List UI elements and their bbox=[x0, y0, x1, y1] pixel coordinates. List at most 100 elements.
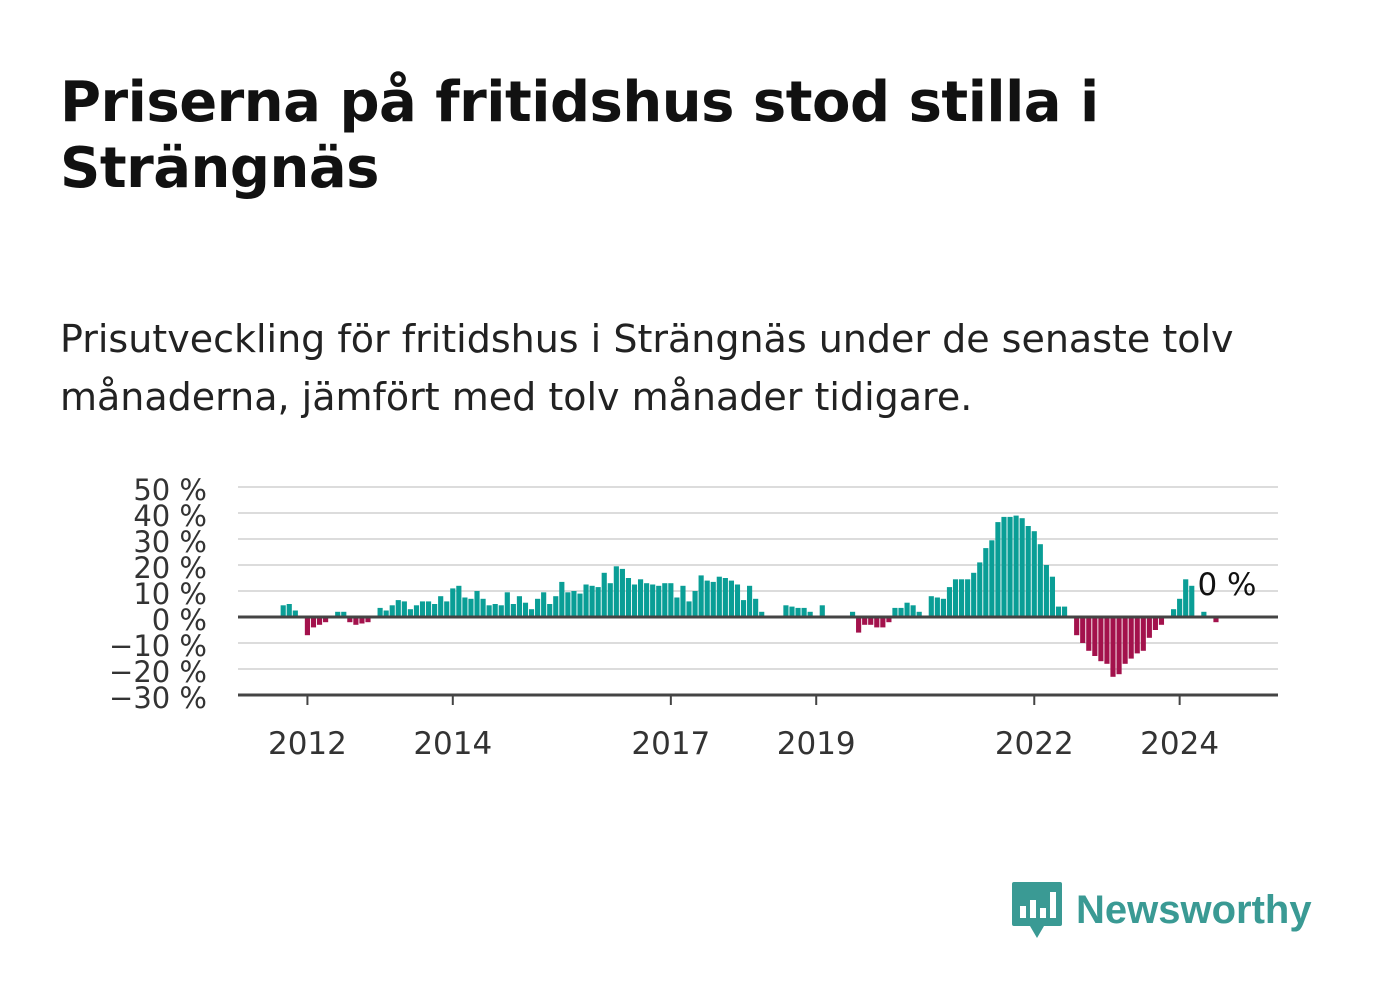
bar bbox=[650, 584, 656, 617]
bar bbox=[674, 597, 680, 617]
bar bbox=[662, 583, 668, 617]
bar bbox=[916, 611, 922, 617]
bar bbox=[1213, 617, 1219, 623]
bar bbox=[553, 596, 559, 617]
bar bbox=[589, 585, 595, 617]
bar bbox=[444, 601, 450, 617]
bar bbox=[819, 605, 825, 617]
bar bbox=[946, 587, 953, 617]
y-tick-label: 40 % bbox=[133, 499, 207, 533]
bar bbox=[407, 609, 413, 617]
bar bbox=[892, 607, 898, 617]
bar bbox=[438, 596, 444, 617]
bar bbox=[619, 568, 625, 617]
bar bbox=[1177, 598, 1183, 617]
bar bbox=[353, 617, 359, 625]
x-tick-label: 2024 bbox=[1140, 726, 1219, 762]
bar bbox=[1086, 617, 1092, 651]
bar bbox=[474, 591, 480, 617]
x-tick-label: 2017 bbox=[631, 726, 710, 762]
bar bbox=[323, 617, 329, 623]
bar bbox=[1201, 611, 1207, 617]
bar bbox=[880, 617, 886, 628]
bar bbox=[565, 592, 571, 617]
bar bbox=[625, 578, 632, 617]
bar bbox=[868, 617, 874, 625]
bar bbox=[1019, 518, 1025, 617]
bar bbox=[995, 522, 1001, 617]
bar bbox=[747, 585, 753, 617]
bar bbox=[686, 601, 692, 617]
bar bbox=[1013, 515, 1019, 617]
last-value-label: 0 % bbox=[1197, 567, 1256, 603]
bar bbox=[365, 617, 371, 623]
bar bbox=[1146, 617, 1152, 638]
newsworthy-logo: Newsworthy bbox=[1010, 878, 1312, 942]
bar bbox=[1074, 617, 1080, 636]
bars bbox=[280, 515, 1219, 677]
bar bbox=[510, 604, 516, 617]
bar bbox=[1158, 617, 1165, 625]
bar bbox=[977, 562, 983, 617]
bar bbox=[1098, 617, 1104, 662]
bar bbox=[1110, 617, 1116, 677]
y-tick-label: 20 % bbox=[133, 551, 207, 585]
bar bbox=[450, 588, 456, 617]
bar bbox=[335, 611, 341, 617]
bar bbox=[522, 602, 529, 617]
bar bbox=[280, 605, 286, 617]
bar bbox=[607, 583, 613, 617]
bar bbox=[1080, 617, 1086, 643]
bar bbox=[498, 605, 504, 617]
bar-chart-speech-bubble-icon bbox=[1012, 882, 1062, 938]
bar bbox=[904, 602, 910, 617]
logo-wordmark: Newsworthy bbox=[1076, 887, 1312, 932]
bar bbox=[547, 604, 553, 617]
bar bbox=[1001, 516, 1007, 617]
chart-title: Priserna på fritidshus stod stilla i Str… bbox=[60, 70, 1099, 201]
bar bbox=[1134, 617, 1140, 654]
bar bbox=[535, 598, 541, 617]
bar bbox=[874, 617, 880, 628]
bar bbox=[710, 581, 716, 617]
bar bbox=[722, 578, 728, 617]
bar bbox=[934, 597, 940, 617]
bar bbox=[419, 601, 426, 617]
bar bbox=[637, 579, 644, 617]
bar bbox=[341, 611, 347, 617]
y-tick-label: 50 % bbox=[133, 473, 207, 507]
bar bbox=[595, 587, 601, 617]
bar bbox=[395, 600, 401, 617]
bar bbox=[559, 581, 565, 617]
bar bbox=[601, 572, 607, 617]
bar bbox=[286, 604, 292, 617]
bar bbox=[728, 580, 734, 617]
bar bbox=[1140, 617, 1146, 651]
bar bbox=[862, 617, 868, 625]
bar bbox=[1171, 609, 1177, 617]
bar bbox=[504, 592, 510, 617]
x-tick-label: 2019 bbox=[777, 726, 856, 762]
y-tick-label: −30 % bbox=[109, 681, 207, 715]
bar bbox=[571, 591, 577, 617]
bar bbox=[425, 601, 432, 617]
bar bbox=[631, 584, 638, 617]
bar bbox=[644, 583, 650, 617]
y-tick-label: 30 % bbox=[133, 525, 207, 559]
bar bbox=[1061, 606, 1068, 617]
bar bbox=[1031, 531, 1037, 617]
bar bbox=[468, 598, 474, 617]
bar bbox=[952, 579, 959, 617]
bar bbox=[1122, 617, 1128, 664]
bar bbox=[1116, 617, 1122, 675]
y-tick-label: −10 % bbox=[109, 629, 207, 663]
bar bbox=[886, 617, 892, 623]
bar bbox=[359, 617, 365, 624]
bar-chart: 50 %40 %30 %20 %10 %0 %−10 %−20 %−30 %20… bbox=[109, 473, 1278, 762]
bar bbox=[704, 580, 710, 617]
bar bbox=[940, 598, 946, 617]
bar bbox=[347, 617, 353, 623]
x-tick-label: 2022 bbox=[995, 726, 1074, 762]
bar bbox=[292, 610, 298, 617]
y-tick-label: 0 % bbox=[152, 603, 207, 637]
